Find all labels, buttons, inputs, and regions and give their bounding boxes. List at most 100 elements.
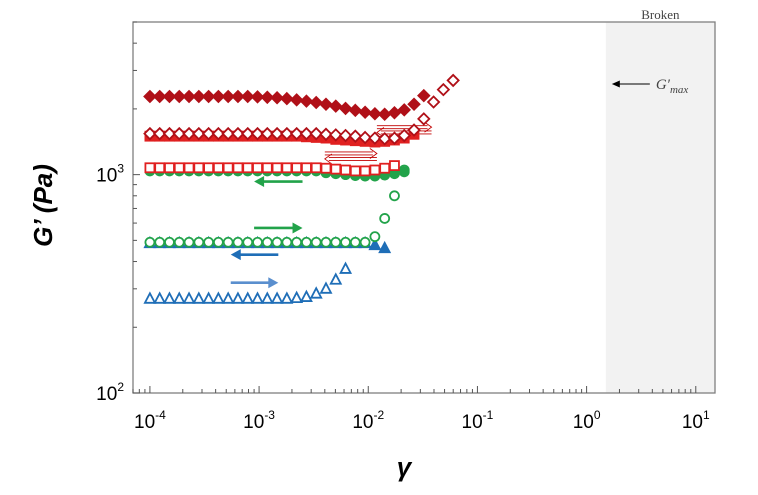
arrow-left [324, 153, 377, 165]
data-point-blue-open-triangle [270, 291, 284, 304]
direction-arrows [230, 121, 433, 289]
data-point-darkred-filled-diamond [143, 89, 157, 104]
arrow-right [324, 148, 378, 159]
data-point-blue-open-triangle [192, 291, 206, 304]
data-point-darkred-open-diamond [417, 112, 431, 126]
data-point-green-open-circle [369, 231, 381, 243]
data-point-blue-open-triangle [309, 286, 323, 299]
data-point-green-open-circle [349, 236, 361, 248]
data-point-green-open-circle [173, 236, 185, 248]
data-point-green-open-circle [252, 236, 263, 248]
data-point-green-open-circle [164, 236, 175, 248]
data-point-darkred-filled-diamond [231, 89, 245, 104]
data-point-darkred-open-diamond [426, 95, 441, 109]
x-tick-label: 10-3 [243, 408, 275, 433]
data-point-blue-open-triangle [202, 291, 216, 304]
data-point-darkred-open-diamond [240, 126, 255, 141]
data-point-darkred-filled-diamond [368, 106, 382, 121]
data-point-green-open-circle [232, 236, 244, 248]
data-point-green-open-circle [310, 236, 322, 248]
data-point-red-open-square [242, 162, 254, 174]
data-point-red-open-square [291, 162, 303, 174]
data-point-darkred-open-diamond [270, 126, 284, 141]
data-point-red-open-square [232, 162, 244, 174]
data-point-darkred-filled-diamond [417, 88, 431, 103]
data-point-darkred-filled-diamond [397, 103, 412, 117]
data-point-darkred-filled-diamond [280, 91, 294, 106]
data-points [143, 73, 460, 304]
data-point-darkred-open-diamond [368, 131, 382, 145]
data-point-blue-open-triangle [162, 291, 176, 304]
data-point-blue-open-triangle [280, 291, 294, 304]
data-point-red-open-square [183, 162, 195, 174]
data-point-red-open-square [281, 162, 293, 174]
data-point-darkred-filled-diamond [260, 90, 275, 105]
data-point-green-open-circle [144, 236, 156, 248]
arrow-left [254, 176, 303, 188]
data-point-red-open-square [173, 162, 185, 174]
data-point-red-open-square [379, 162, 391, 174]
data-point-darkred-open-diamond [211, 126, 226, 141]
data-point-darkred-open-diamond [436, 82, 451, 97]
x-tick-label: 100 [573, 408, 601, 433]
data-point-red-open-square [320, 162, 332, 174]
data-point-red-open-square [212, 162, 224, 174]
data-point-darkred-filled-diamond [309, 95, 323, 110]
data-point-darkred-filled-diamond [289, 93, 304, 107]
data-point-darkred-open-diamond [143, 126, 157, 141]
data-point-red-open-square [301, 162, 312, 174]
data-point-darkred-open-diamond [152, 126, 167, 141]
plot-frame [132, 21, 716, 394]
data-point-green-open-circle [359, 236, 371, 248]
data-point-blue-open-triangle [143, 291, 157, 304]
data-point-blue-open-triangle [221, 291, 235, 304]
data-point-darkred-filled-diamond [348, 103, 363, 118]
data-point-darkred-filled-diamond [240, 89, 255, 104]
data-point-green-open-circle [242, 236, 254, 248]
data-point-green-open-circle [281, 236, 293, 248]
data-point-darkred-filled-diamond [182, 89, 196, 104]
x-axis-title: γ [397, 452, 413, 482]
data-point-blue-open-triangle [241, 291, 255, 304]
data-point-red-open-square [310, 162, 322, 174]
x-tick-label: 101 [682, 408, 710, 433]
data-point-darkred-open-diamond [280, 126, 294, 141]
data-point-green-open-circle [379, 213, 391, 224]
data-point-blue-open-triangle [172, 291, 186, 304]
data-point-red-open-square [389, 160, 400, 171]
arrow-right [230, 277, 279, 289]
data-point-green-open-circle [212, 236, 224, 248]
data-point-green-open-circle [340, 236, 351, 248]
x-tick-label: 10-1 [462, 408, 494, 433]
broken-region-label: Broken [641, 7, 680, 22]
data-point-darkred-open-diamond [299, 126, 314, 141]
data-point-darkred-filled-diamond [162, 89, 177, 104]
y-axis-title: G’ (Pa) [28, 164, 58, 247]
data-point-darkred-filled-diamond [377, 107, 392, 122]
data-point-darkred-open-diamond [407, 123, 421, 137]
data-point-blue-filled-triangle [368, 237, 382, 251]
data-point-darkred-filled-diamond [192, 89, 206, 104]
data-point-green-open-circle [193, 236, 205, 248]
data-point-darkred-filled-diamond [338, 101, 353, 116]
data-point-darkred-filled-diamond [407, 97, 421, 112]
data-point-red-open-square [154, 162, 166, 174]
data-point-darkred-open-diamond [397, 128, 412, 143]
data-point-darkred-filled-diamond [211, 89, 226, 104]
data-point-green-open-circle [291, 236, 303, 248]
data-point-blue-open-triangle [329, 272, 343, 285]
data-point-blue-open-triangle [231, 291, 245, 304]
data-point-darkred-open-diamond [201, 126, 216, 141]
data-point-darkred-filled-diamond [201, 89, 216, 104]
data-point-darkred-open-diamond [221, 126, 235, 141]
data-point-green-open-circle [389, 190, 400, 202]
data-point-darkred-open-diamond [358, 130, 372, 145]
data-point-darkred-open-diamond [319, 127, 333, 142]
data-point-blue-open-triangle [211, 291, 225, 304]
data-point-darkred-open-diamond [250, 126, 265, 141]
data-point-darkred-open-diamond [172, 126, 187, 141]
data-point-darkred-filled-diamond [221, 89, 235, 104]
data-point-darkred-filled-diamond [319, 97, 333, 112]
data-point-green-open-circle [222, 236, 234, 248]
